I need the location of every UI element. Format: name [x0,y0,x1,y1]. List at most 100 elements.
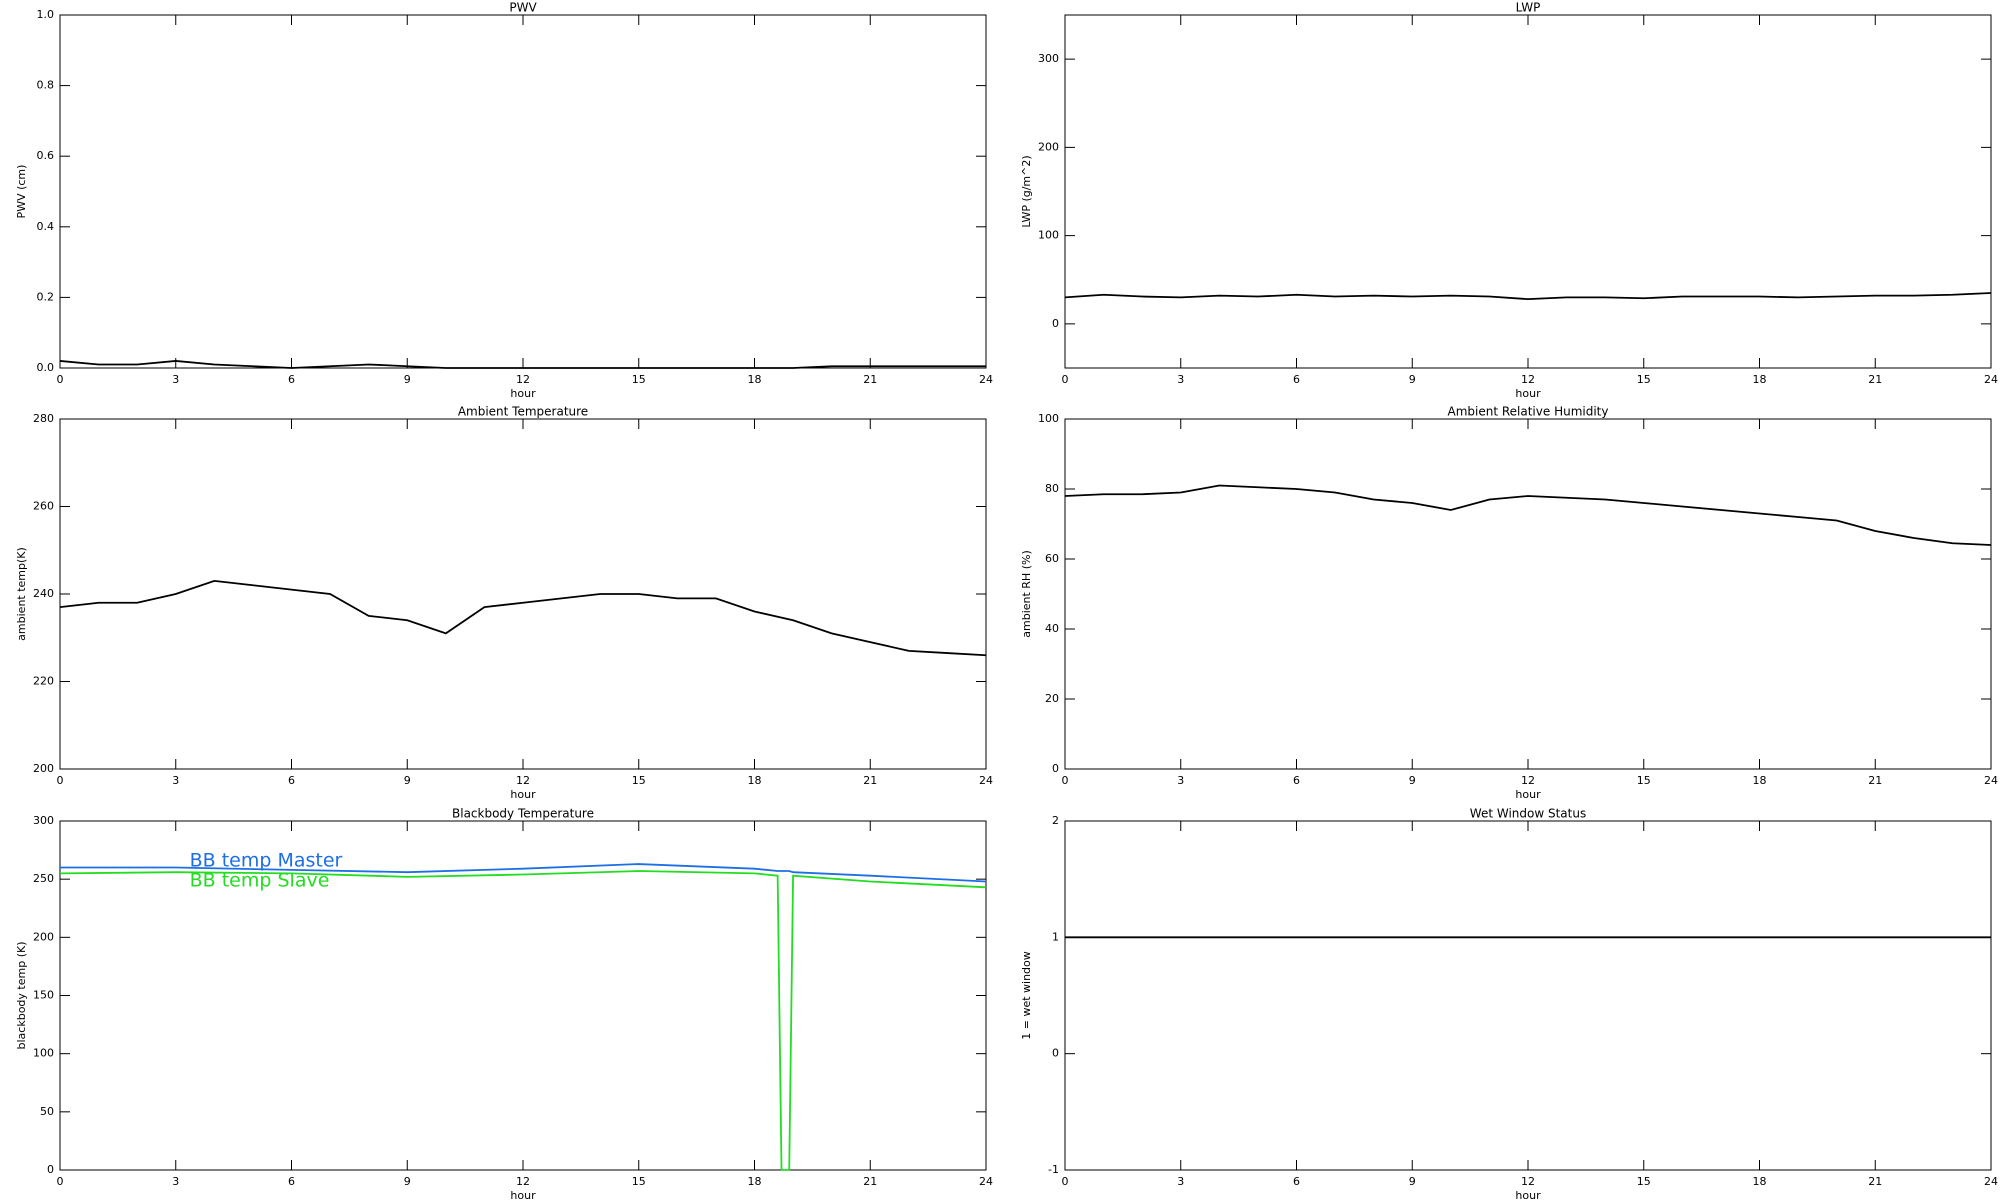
data-line [1064,292,1992,301]
x-tick-label: 24 [979,774,993,787]
y-tick-label: 0.2 [37,290,55,303]
x-tick-label: 12 [1521,1175,1535,1188]
x-tick-label: 18 [748,373,762,386]
y-tick-label: 40 [1045,622,1059,635]
y-tick-label: 0 [1052,762,1059,775]
x-tick-label: 12 [1521,774,1535,787]
y-tick-label: 150 [33,989,54,1002]
x-tick-label: 15 [1637,1175,1651,1188]
y-tick-label: 100 [33,1047,54,1060]
y-axis-label: LWP (g/m^2) [1020,155,1033,227]
x-tick-label: 21 [863,373,877,386]
y-tick-label: 100 [1038,229,1059,242]
plot-frame [59,418,987,770]
y-tick-label: 20 [1045,692,1059,705]
y-tick-label: 300 [33,814,54,827]
y-axis-label: ambient RH (%) [1020,550,1033,638]
x-tick-label: 0 [57,373,64,386]
y-tick-label: 0.4 [37,220,55,233]
x-tick-label: 3 [1177,1175,1184,1188]
y-tick-label: 0 [1052,317,1059,330]
x-tick-label: 24 [1984,373,1998,386]
x-axis-label: hour [510,788,536,801]
y-tick-label: 0.0 [37,361,55,374]
chart-title: LWP [1516,1,1541,15]
y-tick-label: 300 [1038,52,1059,65]
x-tick-label: 9 [404,774,411,787]
chart-title: PWV [509,1,537,15]
plot-frame [1064,820,1992,1171]
x-axis-label: hour [510,1189,536,1200]
y-tick-label: 50 [40,1105,54,1118]
x-tick-label: 18 [748,1175,762,1188]
x-axis-label: hour [1515,1189,1541,1200]
x-tick-label: 3 [1177,774,1184,787]
x-tick-label: 3 [1177,373,1184,386]
y-tick-label: 100 [1038,412,1059,425]
y-tick-label: 2 [1052,814,1059,827]
x-tick-label: 0 [1062,774,1069,787]
y-tick-label: 280 [33,412,54,425]
x-tick-label: 0 [57,774,64,787]
y-tick-label: 200 [1038,140,1059,153]
x-tick-label: 21 [863,774,877,787]
x-tick-label: 21 [1868,373,1882,386]
x-axis-label: hour [510,387,536,400]
x-tick-label: 3 [172,1175,179,1188]
x-tick-label: 9 [1409,373,1416,386]
x-tick-label: 6 [1293,774,1300,787]
x-tick-label: 15 [632,774,646,787]
data-line [1064,484,1992,546]
x-tick-label: 3 [172,373,179,386]
plot-frame [1064,14,1992,369]
series-line [60,863,987,883]
x-tick-label: 24 [979,373,993,386]
data-line [59,579,987,657]
y-tick-label: 260 [33,500,54,513]
x-tick-label: 12 [1521,373,1535,386]
x-axis-label: hour [1515,788,1541,801]
x-tick-label: 12 [516,774,530,787]
x-tick-label: 21 [863,1175,877,1188]
y-tick-label: 80 [1045,482,1059,495]
y-tick-label: 240 [33,587,54,600]
x-tick-label: 21 [1868,774,1882,787]
chart-title: Blackbody Temperature [452,807,594,821]
x-tick-label: 18 [1753,774,1767,787]
x-tick-label: 12 [516,1175,530,1188]
x-tick-label: 6 [1293,1175,1300,1188]
series-line [59,870,987,1171]
x-tick-label: 6 [288,1175,295,1188]
x-tick-label: 24 [979,1175,993,1188]
y-tick-label: 1.0 [37,8,55,21]
x-tick-label: 15 [1637,774,1651,787]
chart-title: Ambient Temperature [458,405,588,419]
legend-entry: BB temp Slave [190,870,330,892]
plot-frame [59,14,987,369]
x-tick-label: 9 [1409,774,1416,787]
x-tick-label: 3 [172,774,179,787]
x-tick-label: 15 [632,373,646,386]
x-tick-label: 12 [516,373,530,386]
y-tick-label: 220 [33,675,54,688]
data-line [59,360,986,369]
y-tick-label: 1 [1052,930,1059,943]
x-tick-label: 21 [1868,1175,1882,1188]
chart-title: Ambient Relative Humidity [1448,405,1609,419]
x-tick-label: 0 [1062,1175,1069,1188]
x-tick-label: 0 [1062,373,1069,386]
y-tick-label: 60 [1045,552,1059,565]
x-tick-label: 9 [404,373,411,386]
x-tick-label: 15 [632,1175,646,1188]
x-tick-label: 9 [404,1175,411,1188]
y-axis-label: blackbody temp (K) [15,942,28,1050]
x-tick-label: 0 [57,1175,64,1188]
y-tick-label: 0.6 [37,149,55,162]
x-tick-label: 15 [1637,373,1651,386]
y-tick-label: 0 [1052,1047,1059,1060]
x-tick-label: 18 [1753,1175,1767,1188]
x-tick-label: 6 [288,373,295,386]
x-tick-label: 18 [1753,373,1767,386]
plot-frame [1064,418,1992,770]
